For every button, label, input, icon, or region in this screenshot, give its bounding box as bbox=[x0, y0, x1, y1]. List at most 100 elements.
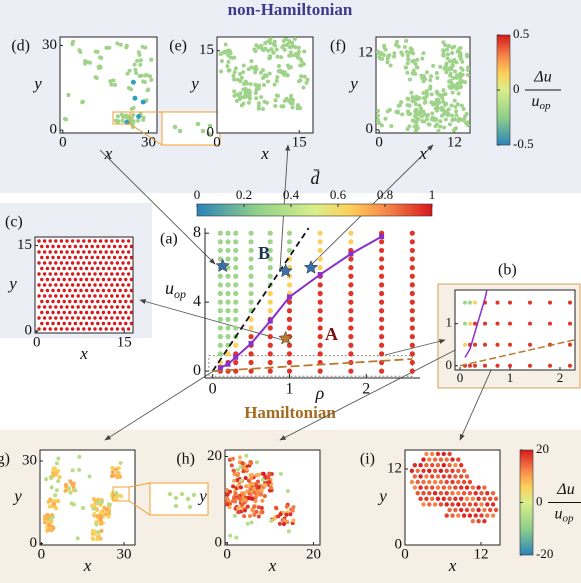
particle bbox=[298, 56, 303, 61]
particle bbox=[241, 95, 246, 100]
particle bbox=[239, 75, 244, 80]
y-label: uop bbox=[165, 278, 186, 301]
particle bbox=[235, 77, 240, 82]
particle bbox=[456, 91, 461, 96]
y-label: y bbox=[377, 486, 387, 505]
particle bbox=[54, 316, 58, 320]
particle bbox=[73, 244, 78, 249]
particle bbox=[235, 467, 240, 472]
data-point bbox=[267, 308, 273, 314]
particle bbox=[278, 70, 283, 75]
particle bbox=[451, 76, 456, 81]
particle bbox=[435, 485, 441, 490]
particle bbox=[383, 116, 388, 121]
particle bbox=[70, 250, 75, 254]
particle bbox=[104, 45, 109, 50]
particle bbox=[376, 113, 380, 118]
critical-line bbox=[219, 235, 383, 369]
panel-g: 0 30 0 30 x y (g) bbox=[0, 449, 136, 575]
particle bbox=[68, 310, 72, 315]
particle bbox=[274, 78, 279, 83]
particle bbox=[56, 456, 61, 461]
particle bbox=[429, 74, 434, 79]
data-point bbox=[348, 265, 354, 271]
particle bbox=[412, 485, 417, 490]
particle bbox=[110, 465, 115, 470]
particle bbox=[441, 52, 446, 57]
particle bbox=[450, 45, 455, 50]
particle bbox=[242, 81, 247, 86]
particle bbox=[447, 507, 452, 513]
particle bbox=[77, 454, 82, 459]
star bbox=[303, 260, 319, 274]
particle bbox=[51, 255, 55, 260]
particle bbox=[402, 44, 407, 49]
particle bbox=[439, 105, 444, 110]
particle bbox=[109, 82, 114, 87]
data-point bbox=[267, 342, 273, 348]
data-point bbox=[248, 273, 254, 279]
particle bbox=[435, 496, 441, 501]
particle bbox=[59, 239, 64, 243]
particle bbox=[415, 57, 420, 62]
y-tick-label: 0 bbox=[193, 362, 201, 379]
particle bbox=[259, 95, 264, 100]
particle bbox=[248, 82, 253, 87]
particle bbox=[43, 517, 48, 522]
particle bbox=[93, 261, 97, 265]
data-point bbox=[409, 290, 415, 297]
particle bbox=[450, 502, 455, 507]
particle bbox=[139, 73, 144, 78]
particle bbox=[68, 288, 72, 293]
particle bbox=[75, 536, 80, 541]
particle bbox=[84, 244, 89, 249]
particle bbox=[256, 106, 261, 111]
data-point bbox=[267, 265, 273, 271]
particle bbox=[124, 277, 128, 282]
particle bbox=[109, 474, 114, 479]
particle bbox=[281, 522, 286, 527]
particle bbox=[54, 250, 58, 254]
particle bbox=[236, 495, 241, 500]
boundary-h bbox=[459, 338, 575, 367]
data-point bbox=[528, 300, 532, 305]
data-point bbox=[286, 342, 293, 348]
particle bbox=[167, 491, 173, 497]
data-point bbox=[217, 239, 223, 245]
colorbar-tick-label: -20 bbox=[536, 546, 553, 561]
particle bbox=[277, 521, 282, 526]
particle bbox=[48, 497, 53, 502]
particle bbox=[421, 457, 426, 462]
particle bbox=[432, 457, 438, 462]
data-point bbox=[225, 265, 231, 271]
zoom-link bbox=[128, 482, 151, 488]
particle bbox=[228, 489, 233, 494]
particle bbox=[42, 239, 47, 243]
particle bbox=[429, 92, 434, 97]
particle bbox=[242, 497, 247, 502]
particle bbox=[48, 283, 52, 287]
panel-label: (a) bbox=[160, 231, 178, 248]
particle bbox=[302, 74, 307, 79]
particle bbox=[410, 71, 415, 76]
particle bbox=[450, 63, 455, 68]
particle bbox=[87, 305, 92, 309]
x-tick-label: 15 bbox=[117, 334, 132, 350]
particle bbox=[118, 321, 122, 326]
particle bbox=[241, 63, 246, 68]
particle bbox=[456, 457, 461, 462]
colorbar-tick-label: 20 bbox=[536, 441, 549, 456]
particle bbox=[104, 294, 108, 298]
particle bbox=[467, 513, 473, 518]
data-point bbox=[317, 351, 323, 357]
particle bbox=[435, 463, 441, 468]
particle bbox=[461, 468, 467, 473]
particle bbox=[68, 244, 72, 249]
data-point bbox=[568, 300, 572, 305]
particle bbox=[93, 250, 97, 254]
particle bbox=[113, 82, 118, 87]
particle bbox=[112, 244, 117, 249]
particle bbox=[195, 121, 201, 127]
particle bbox=[405, 53, 410, 58]
particle bbox=[104, 261, 108, 265]
